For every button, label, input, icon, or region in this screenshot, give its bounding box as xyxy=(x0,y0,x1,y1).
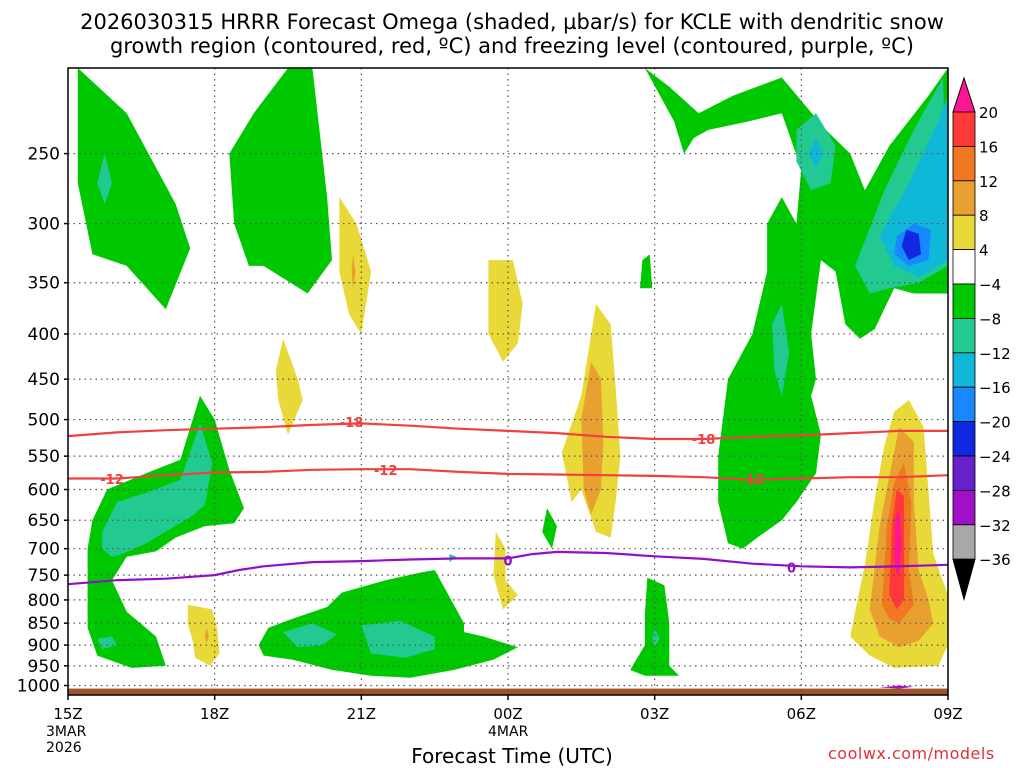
omega-region-0 xyxy=(77,68,191,310)
x-axis-title: Forecast Time (UTC) xyxy=(411,744,613,768)
omega-region-27 xyxy=(879,95,948,278)
colorbar-label: −28 xyxy=(979,482,1011,500)
colorbar-bottom-arrow xyxy=(952,558,976,602)
omega-region-5 xyxy=(275,338,303,435)
x-tick-label: 15Z xyxy=(53,705,82,723)
omega-region-22 xyxy=(640,254,653,289)
dendritic-contour-0-label: -18 xyxy=(692,433,716,448)
omega-region-13 xyxy=(283,623,337,648)
omega-region-1 xyxy=(97,153,112,204)
x-tick-label: 21Z xyxy=(347,705,376,723)
y-tick-label: 550 xyxy=(28,447,60,467)
omega-region-29 xyxy=(901,229,922,261)
x-tick-label: 18Z xyxy=(200,705,229,723)
x-date-label: 4MAR xyxy=(488,724,529,740)
dendritic-contour-1-label: -12 xyxy=(741,473,765,488)
colorbar-label: −4 xyxy=(979,276,1001,294)
y-tick-label: 350 xyxy=(28,274,60,294)
colorbar-swatch xyxy=(952,283,976,319)
y-tick-label: 600 xyxy=(28,481,60,501)
x-date-label: 2026 xyxy=(46,740,82,756)
omega-region-30 xyxy=(772,304,790,396)
colorbar-swatch xyxy=(952,145,976,182)
colorbar-swatch xyxy=(952,249,976,285)
colorbar-label: −36 xyxy=(979,551,1011,569)
colorbar-swatch xyxy=(952,489,976,526)
colorbar-label: −16 xyxy=(979,379,1011,397)
x-tick-label: 00Z xyxy=(493,705,522,723)
dendritic-contour-1-label: -12 xyxy=(374,464,398,479)
omega-region-14 xyxy=(361,620,435,658)
dendritic-contour-1 xyxy=(68,468,949,481)
y-tick-label: 900 xyxy=(28,636,60,656)
omega-region-6 xyxy=(488,260,523,362)
y-tick-label: 450 xyxy=(28,370,60,390)
axes: 2503003504004505005506006507007508008509… xyxy=(17,145,963,756)
colorbar-label: −8 xyxy=(979,310,1001,328)
freezing-level-contour-label: 0 xyxy=(503,555,512,570)
colorbar-label: −12 xyxy=(979,345,1011,363)
dendritic-contour-1-label: -12 xyxy=(100,473,124,488)
freezing-level-contour-label: 0 xyxy=(787,561,796,576)
y-tick-label: 950 xyxy=(28,657,60,677)
omega-region-20 xyxy=(630,577,680,676)
y-tick-label: 250 xyxy=(28,145,60,165)
colorbar-label: 4 xyxy=(979,242,989,260)
y-tick-label: 400 xyxy=(28,325,60,345)
y-tick-label: 500 xyxy=(28,411,60,431)
freezing-level-contour xyxy=(67,550,949,586)
chart-title-line-2: growth region (contoured, red, ºC) and f… xyxy=(110,34,914,58)
colorbar-label: 16 xyxy=(979,138,998,156)
contours: -18 -18 -12 -12 -12 0 0 xyxy=(67,416,949,586)
omega-region-35 xyxy=(894,508,902,576)
omega-region-16 xyxy=(493,531,518,610)
credit-text: coolwx.com/models xyxy=(828,744,995,763)
colorbar-swatch xyxy=(952,352,976,388)
x-tick-label: 06Z xyxy=(787,705,816,723)
x-tick-label: 03Z xyxy=(640,705,669,723)
x-date-label: 3MAR xyxy=(46,724,87,740)
colorbar-label: −24 xyxy=(979,448,1011,466)
dendritic-contour-0-label: -18 xyxy=(340,416,364,431)
colorbar-swatch xyxy=(952,421,976,457)
colorbar-swatch xyxy=(952,524,976,560)
colorbar-swatch xyxy=(952,214,976,250)
colorbar-swatch xyxy=(952,455,976,491)
colorbar-swatch xyxy=(952,386,976,423)
y-tick-label: 700 xyxy=(28,540,60,560)
colorbar-swatch xyxy=(952,180,976,216)
omega-shading xyxy=(68,68,948,695)
omega-region-3 xyxy=(339,197,372,334)
omega-region-11 xyxy=(204,627,209,643)
colorbar-label: 20 xyxy=(979,104,998,122)
colorbar-label: −20 xyxy=(979,414,1011,432)
colorbar: 20 16 12 8 4 −4 −8 −12 −16 −20 −24 −28 −32 −36 xyxy=(952,76,1011,602)
omega-region-9 xyxy=(97,636,117,650)
dendritic-contour-0 xyxy=(67,422,948,441)
omega-region-23 xyxy=(644,68,948,549)
omega-region-21 xyxy=(652,627,660,648)
colorbar-top-arrow xyxy=(952,76,976,113)
omega-region-17 xyxy=(542,508,557,549)
purple-blob xyxy=(879,685,914,689)
colorbar-label: −32 xyxy=(979,517,1011,535)
y-tick-label: 800 xyxy=(28,591,60,611)
ground-fill xyxy=(68,688,948,695)
omega-region-10 xyxy=(187,604,220,666)
grid-lines xyxy=(68,68,948,695)
colorbar-swatch xyxy=(952,111,976,147)
omega-region-2 xyxy=(229,68,332,294)
y-tick-label: 1000 xyxy=(17,677,60,697)
chart-title-line-1: 2026030315 HRRR Forecast Omega (shaded, … xyxy=(80,10,944,34)
x-tick-label: 09Z xyxy=(933,705,962,723)
y-tick-label: 750 xyxy=(28,566,60,586)
y-tick-label: 300 xyxy=(28,215,60,235)
omega-region-4 xyxy=(351,254,356,289)
colorbar-label: 8 xyxy=(979,207,989,225)
y-tick-label: 650 xyxy=(28,511,60,531)
y-tick-label: 850 xyxy=(28,614,60,634)
colorbar-label: 12 xyxy=(979,173,998,191)
colorbar-swatch xyxy=(952,317,976,354)
